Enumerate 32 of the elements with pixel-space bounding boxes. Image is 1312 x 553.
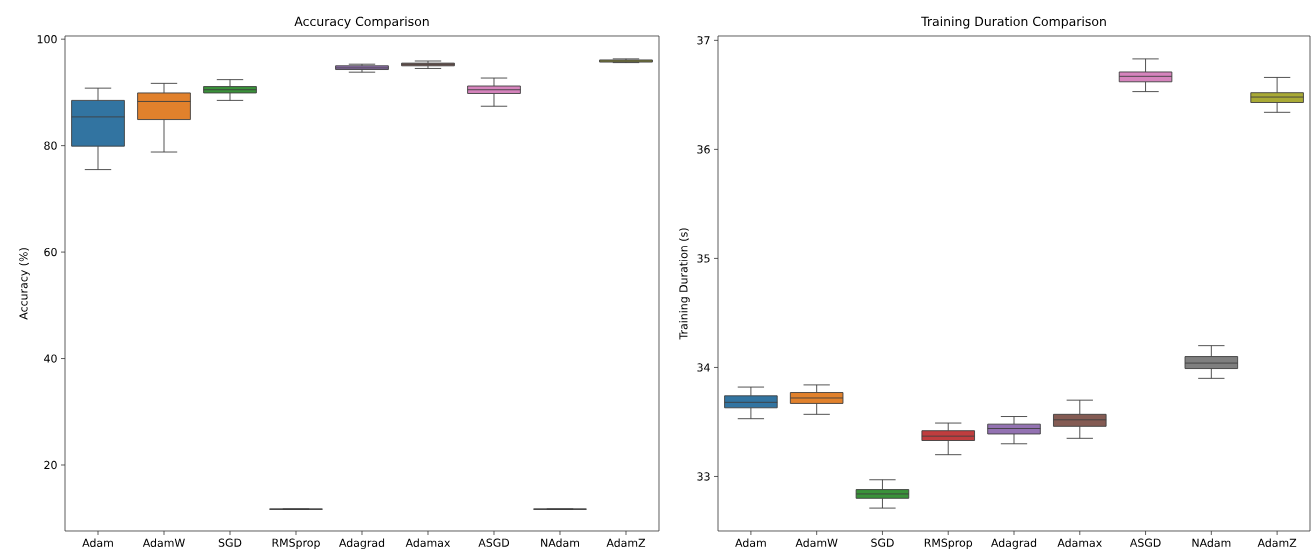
x-tick-label: RMSprop bbox=[924, 538, 973, 549]
x-tick-label: Adagrad bbox=[339, 538, 385, 550]
x-tick-label: AdamW bbox=[795, 538, 838, 547]
x-tick-label: AdamZ bbox=[1257, 538, 1297, 547]
y-tick-label: 100 bbox=[37, 35, 57, 44]
x-tick-label: ASGD bbox=[1129, 538, 1161, 547]
x-tick-label: NAdam bbox=[541, 538, 579, 547]
y-tick-label: 34 bbox=[697, 363, 710, 372]
y-tick-label: 36 bbox=[697, 145, 710, 154]
x-tick-label: Adagrad bbox=[991, 538, 1037, 550]
x-tick-label: AdamZ bbox=[606, 538, 646, 547]
x-tick-label: SGD bbox=[218, 538, 242, 547]
y-tick-label: 37 bbox=[697, 36, 710, 45]
x-tick-label: Adam bbox=[82, 538, 113, 547]
y-tick-label: 35 bbox=[697, 254, 710, 263]
y-tick-label: 20 bbox=[44, 460, 57, 470]
y-axis-title: Accuracy (%) bbox=[19, 248, 30, 320]
x-tick-label: ASGD bbox=[478, 538, 510, 547]
y-tick-label: 40 bbox=[44, 354, 57, 363]
x-tick-label: RMSprop bbox=[272, 538, 320, 549]
x-tick-label: Adam bbox=[735, 538, 766, 547]
chart-title: Training Duration Comparison bbox=[921, 16, 1106, 29]
x-tick-label: AdamW bbox=[142, 538, 185, 547]
x-tick-label: SGD bbox=[871, 538, 894, 547]
y-tick-label: 33 bbox=[697, 472, 710, 481]
y-tick-label: 80 bbox=[44, 141, 57, 150]
x-tick-label: Adamax bbox=[1057, 538, 1102, 547]
chart-title: Accuracy Comparison bbox=[294, 16, 429, 29]
y-axis-title: Training Duration (s) bbox=[679, 228, 690, 340]
x-tick-label: NAdam bbox=[1192, 538, 1231, 547]
x-tick-label: Adamax bbox=[405, 538, 451, 547]
y-tick-label: 60 bbox=[44, 247, 57, 257]
